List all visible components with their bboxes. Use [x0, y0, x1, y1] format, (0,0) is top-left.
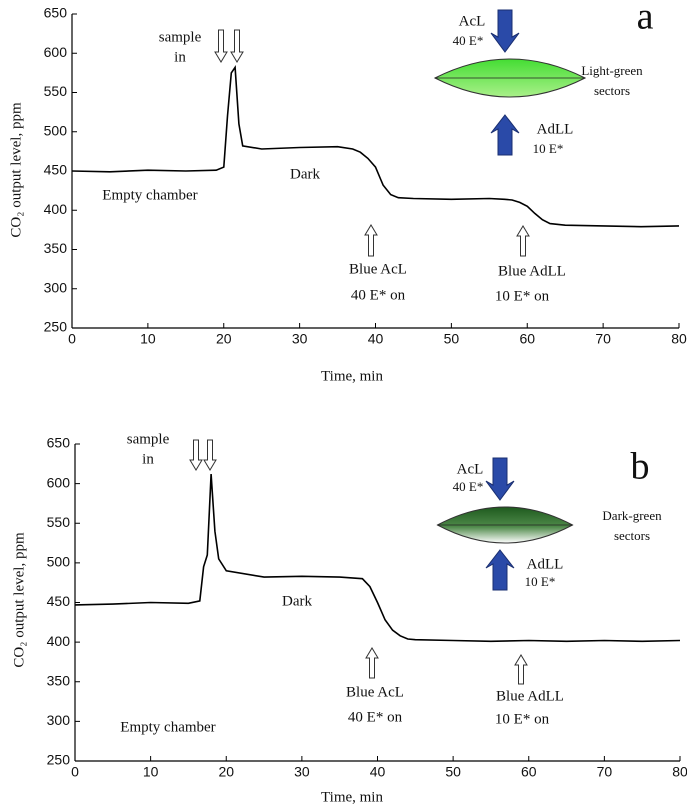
y-tick-label: 250 [44, 319, 68, 335]
y-tick-label: 250 [47, 752, 71, 768]
x-tick-label: 40 [370, 764, 386, 780]
x-tick-label: 40 [368, 331, 384, 347]
x-tick-label: 20 [218, 764, 234, 780]
y-axis-label: CO₂ output level, ppm [8, 102, 24, 238]
annotation: 10 E* on [495, 288, 550, 304]
annotation: Blue AcL [349, 261, 407, 277]
x-tick-label: 0 [71, 764, 79, 780]
x-axis-label: Time, min [321, 368, 383, 384]
inset-label: AdLL [527, 556, 564, 572]
annotation: Dark [282, 593, 312, 609]
x-tick-label: 80 [671, 331, 687, 347]
y-tick-label: 600 [47, 474, 71, 490]
x-tick-label: 10 [143, 764, 159, 780]
annotation: 40 E* on [348, 709, 403, 725]
annotation: 10 E* on [495, 711, 550, 727]
arrow [189, 439, 203, 471]
sector-label: Dark-green [602, 508, 662, 523]
arrow [516, 225, 530, 257]
annotation: Blue AdLL [496, 688, 564, 704]
x-tick-label: 20 [216, 331, 232, 347]
y-tick-label: 300 [47, 712, 71, 728]
arrow [230, 29, 244, 63]
y-tick-label: 350 [47, 672, 71, 688]
x-tick-label: 70 [595, 331, 611, 347]
inset-dose: 10 E* [525, 574, 556, 589]
y-tick-label: 400 [44, 201, 68, 217]
x-tick-label: 50 [444, 331, 460, 347]
x-tick-label: 60 [521, 764, 537, 780]
x-tick-label: 30 [294, 764, 310, 780]
x-tick-label: 10 [140, 331, 156, 347]
annotation: in [142, 451, 154, 467]
annotation: in [174, 49, 186, 65]
arrow [203, 439, 217, 471]
inset-dose: 40 E* [453, 479, 484, 494]
annotation: Empty chamber [102, 187, 197, 203]
annotation: Blue AcL [346, 684, 404, 700]
y-tick-label: 450 [47, 593, 71, 609]
y-tick-label: 300 [44, 279, 68, 295]
annotation: sample [127, 431, 170, 447]
sector-label: Light-green [581, 63, 643, 78]
y-tick-label: 350 [44, 240, 68, 256]
light-arrow [490, 114, 520, 156]
arrow [365, 647, 379, 679]
arrow [514, 654, 528, 685]
sector-label: sectors [594, 83, 630, 98]
annotation: sample [159, 29, 202, 45]
y-axis-label: CO₂ output level, ppm [11, 532, 27, 668]
y-tick-label: 650 [47, 435, 71, 451]
inset-dose: 10 E* [533, 141, 564, 156]
y-tick-label: 500 [47, 554, 71, 570]
co2-trace [74, 474, 681, 643]
annotation: Dark [290, 166, 320, 182]
inset-label: AcL [459, 13, 486, 29]
inset-label: AcL [457, 461, 484, 477]
y-tick-label: 550 [44, 83, 68, 99]
annotation: Empty chamber [120, 719, 215, 735]
arrow [214, 29, 228, 63]
x-tick-label: 80 [672, 764, 687, 780]
inset-label: AdLL [537, 121, 574, 137]
light-arrow [485, 549, 515, 591]
light-arrow [485, 457, 515, 501]
panel-label: a [637, 0, 654, 38]
x-tick-label: 50 [445, 764, 461, 780]
y-tick-label: 400 [47, 633, 71, 649]
co2-trace [71, 65, 680, 228]
sector-label: sectors [614, 528, 650, 543]
inset-dose: 40 E* [453, 33, 484, 48]
y-tick-label: 500 [44, 122, 68, 138]
annotation: Blue AdLL [498, 263, 566, 279]
y-tick-label: 550 [47, 514, 71, 530]
panel-label: b [631, 446, 650, 488]
y-tick-label: 650 [44, 5, 68, 21]
y-tick-label: 600 [44, 44, 68, 60]
y-tick-label: 450 [44, 162, 68, 178]
x-axis-label: Time, min [321, 789, 383, 805]
light-arrow [490, 9, 520, 53]
annotation: 40 E* on [351, 287, 406, 303]
x-tick-label: 0 [68, 331, 76, 347]
arrow [364, 224, 378, 257]
x-tick-label: 60 [519, 331, 535, 347]
x-tick-label: 30 [292, 331, 308, 347]
x-tick-label: 70 [597, 764, 613, 780]
